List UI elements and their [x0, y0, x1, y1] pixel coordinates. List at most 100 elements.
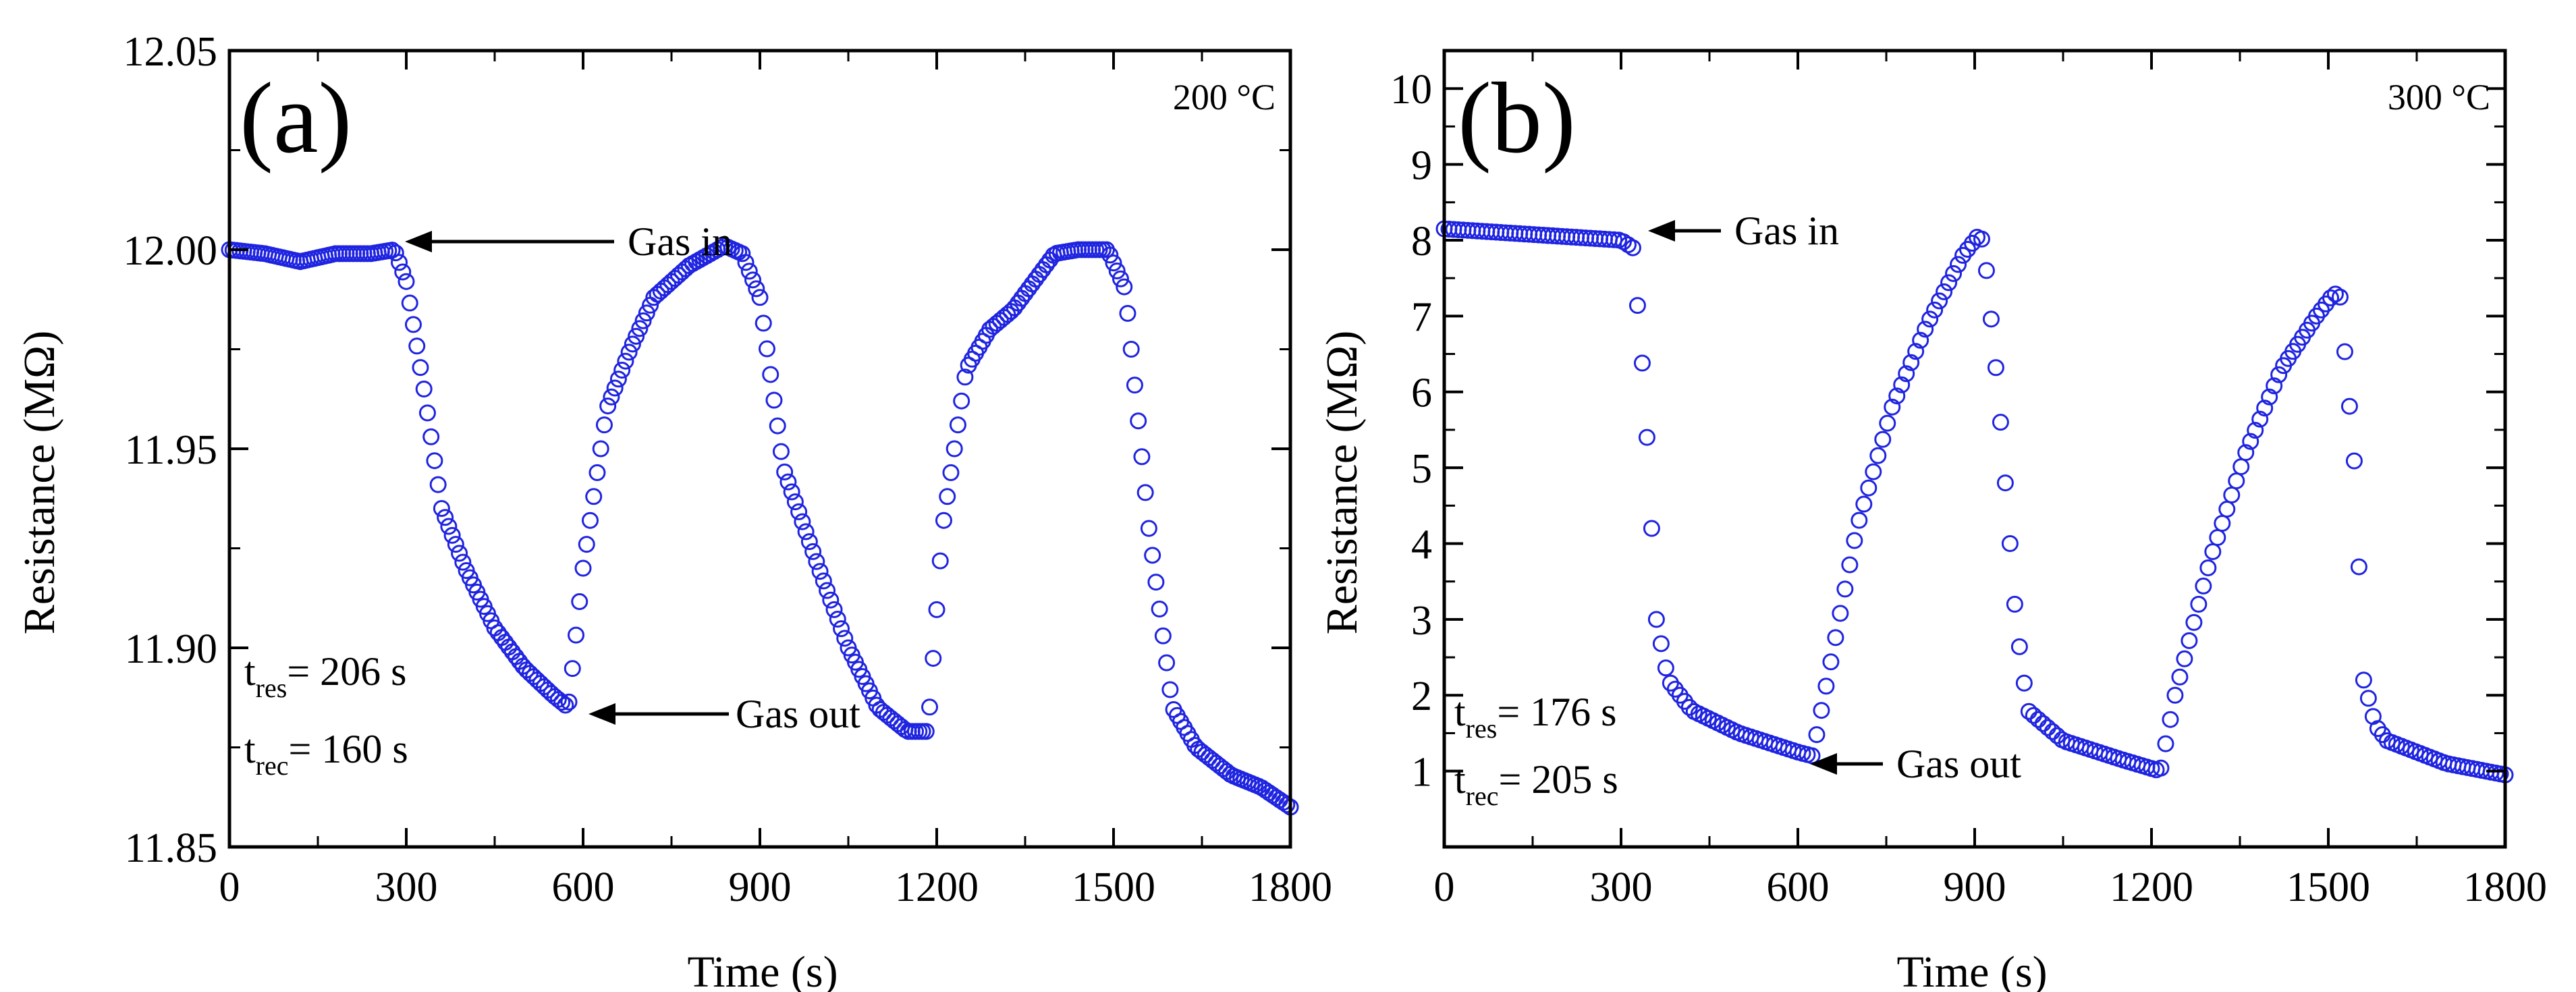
y-tick-label: 12.00 [124, 228, 218, 274]
data-point [443, 526, 461, 544]
data-point [2261, 388, 2278, 406]
data-point [1931, 292, 1948, 310]
data-point [437, 509, 454, 526]
data-point [1822, 653, 1840, 671]
data-point [1832, 605, 1849, 622]
data-point [1657, 659, 1674, 677]
data-point [772, 443, 790, 460]
annotation-text-gas-out-b: Gas out [1896, 742, 2021, 786]
data-point [1133, 448, 1151, 466]
data-point [398, 273, 415, 290]
data-point [804, 543, 822, 560]
data-point [829, 611, 846, 628]
data-point [1624, 239, 1641, 256]
data-point [412, 359, 429, 377]
data-point [1278, 796, 1296, 813]
data-point [1140, 520, 1157, 537]
data-point [1638, 429, 1655, 446]
data-point [2162, 711, 2179, 728]
annotation-text-gas-in-a: Gas in [628, 219, 732, 264]
data-point [946, 440, 963, 458]
annotation-gas-in-a: Gas in [405, 219, 732, 264]
data-point [1884, 398, 1901, 416]
data-point [783, 483, 800, 501]
data-point [2340, 397, 2358, 415]
data-point [833, 620, 850, 638]
x-tick-label: 1500 [2286, 864, 2370, 910]
data-point [917, 723, 935, 740]
data-point [617, 352, 634, 370]
data-point [1987, 359, 2004, 377]
data-point [925, 650, 942, 667]
data-point [603, 388, 620, 406]
y-axis-title-b: Resistance (MΩ) [1317, 331, 1367, 634]
y-tick-label: 11.90 [125, 626, 217, 672]
response-time-a: tres= 206 s [244, 649, 407, 703]
data-point [1921, 310, 1939, 328]
data-point [606, 379, 624, 397]
data-point [383, 242, 401, 259]
response-time-value-a: 206 s [320, 649, 406, 694]
data-point [797, 523, 815, 541]
data-point [762, 366, 779, 383]
data-point [454, 553, 472, 571]
data-point [2001, 534, 2019, 552]
data-point [836, 630, 854, 647]
data-point [422, 428, 440, 445]
data-point [1122, 341, 1140, 358]
annotation-text-gas-out-a: Gas out [736, 692, 860, 736]
data-point [588, 464, 606, 481]
recovery-time-value-a: 160 s [321, 727, 408, 771]
data-point [1869, 447, 1887, 464]
data-point [2247, 422, 2264, 439]
data-point [1855, 495, 1873, 513]
data-point [387, 244, 404, 262]
data-point [819, 582, 836, 599]
data-point [931, 552, 949, 570]
data-point [1865, 463, 1882, 480]
series-a-points [221, 237, 1299, 816]
data-point [2232, 458, 2250, 476]
response-time-value-b: 176 s [1530, 690, 1616, 734]
data-point [1874, 431, 1892, 448]
data-point [1907, 343, 1925, 360]
data-point [2345, 452, 2363, 470]
data-point [800, 533, 818, 551]
annotation-gas-out-b: Gas out [1810, 742, 2021, 786]
data-point [748, 280, 765, 298]
data-point [568, 626, 585, 644]
data-point [928, 601, 946, 618]
data-point [755, 314, 772, 332]
data-point [394, 263, 412, 281]
data-point [1144, 547, 1161, 564]
data-point [2270, 366, 2288, 383]
x-tick-label: 600 [552, 864, 615, 910]
data-point [1893, 376, 1911, 393]
x-tick-label: 1500 [1072, 864, 1155, 910]
data-point [769, 417, 786, 435]
response-time-eq-b: = [1497, 690, 1530, 734]
data-point [942, 464, 960, 481]
data-point [1161, 681, 1179, 698]
data-point [2181, 632, 2198, 649]
x-axis-title-b: Time (s) [1896, 947, 2047, 992]
recovery-time-a: trec= 160 s [244, 727, 408, 781]
data-point [1158, 654, 1176, 671]
x-tick-label: 300 [375, 864, 438, 910]
y-axis-title-a: Resistance (MΩ) [15, 331, 64, 634]
data-point [571, 593, 588, 611]
data-point [426, 452, 443, 470]
response-time-sub-b: res [1466, 713, 1498, 744]
data-point [2029, 711, 2047, 728]
data-point [758, 340, 775, 358]
data-point [2209, 528, 2226, 546]
data-point [744, 271, 762, 289]
data-point [2034, 715, 2052, 732]
data-point [1643, 520, 1660, 537]
x-axis-title-a: Time (s) [687, 947, 838, 992]
data-point [560, 693, 578, 711]
data-point [776, 463, 794, 480]
ticks-a: 0 300 600 900 1200 1500 1800 11.85 11.90 11.95 12.… [124, 29, 1333, 910]
recovery-time-b: trec= 205 s [1454, 757, 1618, 811]
